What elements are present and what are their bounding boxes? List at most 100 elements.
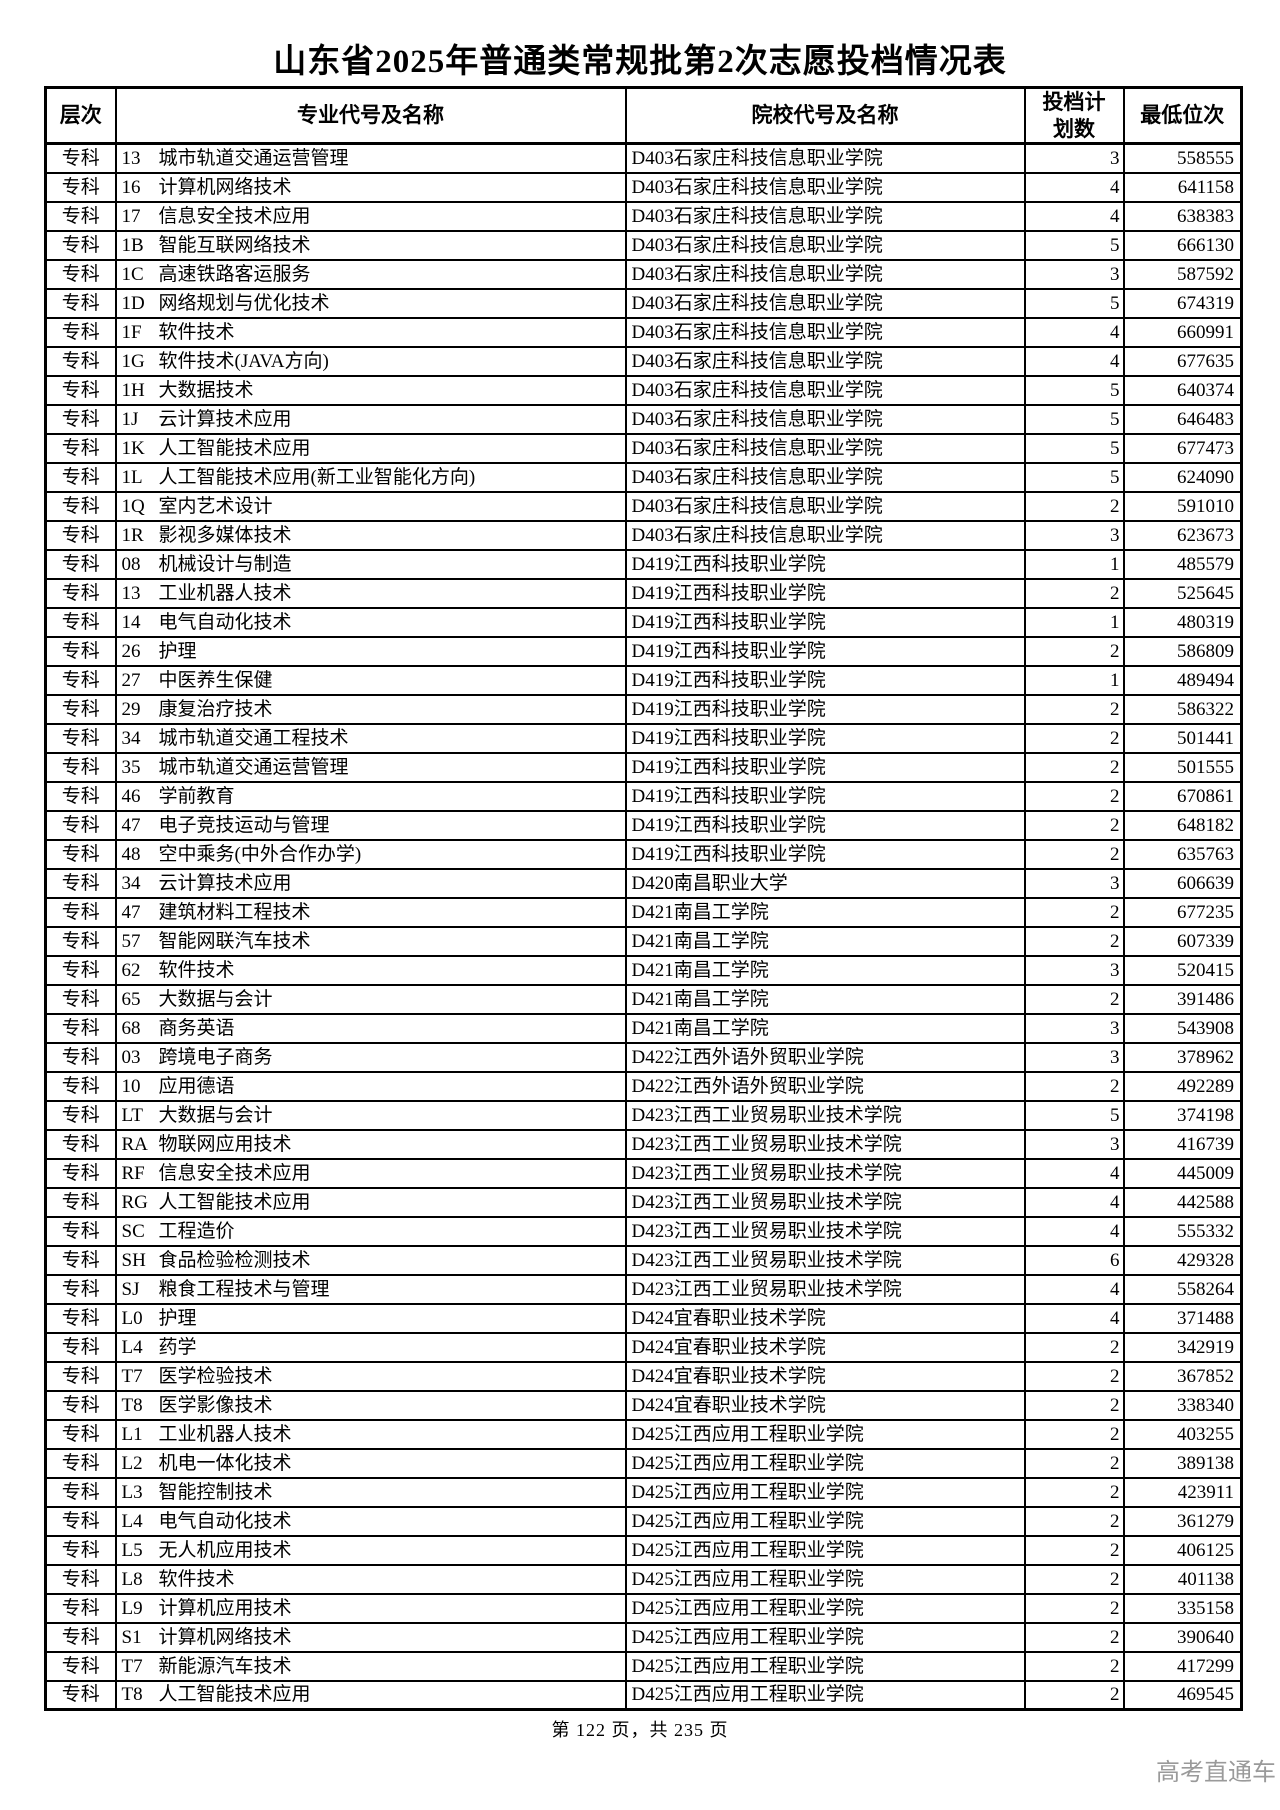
cell-major: 1Q 室内艺术设计 bbox=[114, 490, 627, 522]
cell-college: D423江西工业贸易职业技术学院 bbox=[624, 1215, 1026, 1247]
cell-major: 47 建筑材料工程技术 bbox=[114, 896, 627, 928]
cell-level: 专科 bbox=[44, 490, 117, 522]
table-row: 专科 T7 新能源汽车技术 D425江西应用工程职业学院 2 417299 bbox=[44, 1650, 1243, 1682]
cell-major: 1F 软件技术 bbox=[114, 316, 627, 348]
major-name: 软件技术 bbox=[158, 959, 235, 981]
major-code: 35 bbox=[121, 756, 141, 778]
table-row: 专科 10 应用德语 D422江西外语外贸职业学院 2 492289 bbox=[44, 1070, 1243, 1102]
major-name: 机电一体化技术 bbox=[158, 1452, 292, 1474]
cell-lowest-rank: 501441 bbox=[1122, 722, 1243, 754]
major-name: 跨境电子商务 bbox=[158, 1046, 273, 1068]
cell-level: 专科 bbox=[44, 1331, 117, 1363]
major-code: L5 bbox=[121, 1539, 143, 1561]
cell-lowest-rank: 666130 bbox=[1122, 229, 1243, 261]
cell-level: 专科 bbox=[44, 809, 117, 841]
table-row: 专科 LT 大数据与会计 D423江西工业贸易职业技术学院 5 374198 bbox=[44, 1099, 1243, 1131]
cell-plan-count: 2 bbox=[1023, 780, 1125, 812]
cell-level: 专科 bbox=[44, 635, 117, 667]
cell-lowest-rank: 525645 bbox=[1122, 577, 1243, 609]
cell-plan-count: 2 bbox=[1023, 1592, 1125, 1624]
table-row: 专科 08 机械设计与制造 D419江西科技职业学院 1 485579 bbox=[44, 548, 1243, 580]
cell-college: D421南昌工学院 bbox=[624, 954, 1026, 986]
cell-lowest-rank: 646483 bbox=[1122, 403, 1243, 435]
page-title: 山东省2025年普通类常规批第2次志愿投档情况表 bbox=[273, 44, 1007, 80]
cell-lowest-rank: 623673 bbox=[1122, 519, 1243, 551]
cell-plan-count: 2 bbox=[1023, 1476, 1125, 1508]
major-code: 46 bbox=[121, 785, 141, 807]
cell-college: D423江西工业贸易职业技术学院 bbox=[624, 1099, 1026, 1131]
major-name: 工业机器人技术 bbox=[158, 1423, 292, 1445]
table-row: 专科 47 电子竞技运动与管理 D419江西科技职业学院 2 648182 bbox=[44, 809, 1243, 841]
cell-major: LT 大数据与会计 bbox=[114, 1099, 627, 1131]
cell-college: D403石家庄科技信息职业学院 bbox=[624, 200, 1026, 232]
major-name: 医学检验技术 bbox=[158, 1365, 273, 1387]
cell-plan-count: 1 bbox=[1023, 606, 1125, 638]
major-name: 电气自动化技术 bbox=[158, 611, 292, 633]
major-name: 人工智能技术应用 bbox=[158, 437, 311, 459]
cell-lowest-rank: 677473 bbox=[1122, 432, 1243, 464]
major-code: L4 bbox=[121, 1336, 143, 1358]
major-code: 34 bbox=[121, 872, 141, 894]
cell-major: T7 新能源汽车技术 bbox=[114, 1650, 627, 1682]
cell-plan-count: 2 bbox=[1023, 635, 1125, 667]
cell-lowest-rank: 423911 bbox=[1122, 1476, 1243, 1508]
cell-lowest-rank: 677235 bbox=[1122, 896, 1243, 928]
cell-major: 16 计算机网络技术 bbox=[114, 171, 627, 203]
cell-level: 专科 bbox=[44, 461, 117, 493]
major-code: 57 bbox=[121, 930, 141, 952]
cell-major: SJ 粮食工程技术与管理 bbox=[114, 1273, 627, 1305]
cell-college: D421南昌工学院 bbox=[624, 983, 1026, 1015]
major-name: 无人机应用技术 bbox=[158, 1539, 292, 1561]
major-code: 65 bbox=[121, 988, 141, 1010]
cell-plan-count: 2 bbox=[1023, 1534, 1125, 1566]
cell-lowest-rank: 442588 bbox=[1122, 1186, 1243, 1218]
table-row: 专科 29 康复治疗技术 D419江西科技职业学院 2 586322 bbox=[44, 693, 1243, 725]
cell-major: 62 软件技术 bbox=[114, 954, 627, 986]
major-name: 信息安全技术应用 bbox=[158, 205, 311, 227]
cell-lowest-rank: 403255 bbox=[1122, 1418, 1243, 1450]
cell-lowest-rank: 390640 bbox=[1122, 1621, 1243, 1653]
table-row: 专科 1Q 室内艺术设计 D403石家庄科技信息职业学院 2 591010 bbox=[44, 490, 1243, 522]
major-code: T7 bbox=[121, 1655, 143, 1677]
cell-lowest-rank: 335158 bbox=[1122, 1592, 1243, 1624]
cell-college: D425江西应用工程职业学院 bbox=[624, 1592, 1026, 1624]
cell-major: 57 智能网联汽车技术 bbox=[114, 925, 627, 957]
major-name: 大数据与会计 bbox=[158, 988, 273, 1010]
major-name: 室内艺术设计 bbox=[158, 495, 273, 517]
cell-plan-count: 2 bbox=[1023, 722, 1125, 754]
cell-level: 专科 bbox=[44, 780, 117, 812]
cell-level: 专科 bbox=[44, 316, 117, 348]
cell-plan-count: 3 bbox=[1023, 519, 1125, 551]
cell-plan-count: 5 bbox=[1023, 287, 1125, 319]
table-row: 专科 L9 计算机应用技术 D425江西应用工程职业学院 2 335158 bbox=[44, 1592, 1243, 1624]
cell-level: 专科 bbox=[44, 722, 117, 754]
cell-lowest-rank: 445009 bbox=[1122, 1157, 1243, 1189]
cell-lowest-rank: 586809 bbox=[1122, 635, 1243, 667]
cell-college: D403石家庄科技信息职业学院 bbox=[624, 316, 1026, 348]
cell-level: 专科 bbox=[44, 577, 117, 609]
cell-plan-count: 4 bbox=[1023, 1186, 1125, 1218]
cell-plan-count: 2 bbox=[1023, 1447, 1125, 1479]
cell-plan-count: 2 bbox=[1023, 577, 1125, 609]
table-row: 专科 1B 智能互联网络技术 D403石家庄科技信息职业学院 5 666130 bbox=[44, 229, 1243, 261]
major-code: 1F bbox=[121, 321, 142, 343]
cell-major: 68 商务英语 bbox=[114, 1012, 627, 1044]
cell-plan-count: 2 bbox=[1023, 693, 1125, 725]
cell-major: 48 空中乘务(中外合作办学) bbox=[114, 838, 627, 870]
cell-level: 专科 bbox=[44, 896, 117, 928]
cell-major: 1L 人工智能技术应用(新工业智能化方向) bbox=[114, 461, 627, 493]
cell-lowest-rank: 641158 bbox=[1122, 171, 1243, 203]
cell-major: T8 人工智能技术应用 bbox=[114, 1679, 627, 1711]
cell-level: 专科 bbox=[44, 983, 117, 1015]
cell-major: 34 城市轨道交通工程技术 bbox=[114, 722, 627, 754]
major-code: 14 bbox=[121, 611, 141, 633]
major-code: 03 bbox=[121, 1046, 141, 1068]
cell-major: 47 电子竞技运动与管理 bbox=[114, 809, 627, 841]
cell-lowest-rank: 391486 bbox=[1122, 983, 1243, 1015]
major-name: 电气自动化技术 bbox=[158, 1510, 292, 1532]
table-row: 专科 35 城市轨道交通运营管理 D419江西科技职业学院 2 501555 bbox=[44, 751, 1243, 783]
table-row: 专科 1H 大数据技术 D403石家庄科技信息职业学院 5 640374 bbox=[44, 374, 1243, 406]
page-number: 第 122 页，共 235 页 bbox=[551, 1720, 729, 1740]
cell-plan-count: 5 bbox=[1023, 1099, 1125, 1131]
major-name: 计算机网络技术 bbox=[158, 1626, 292, 1648]
